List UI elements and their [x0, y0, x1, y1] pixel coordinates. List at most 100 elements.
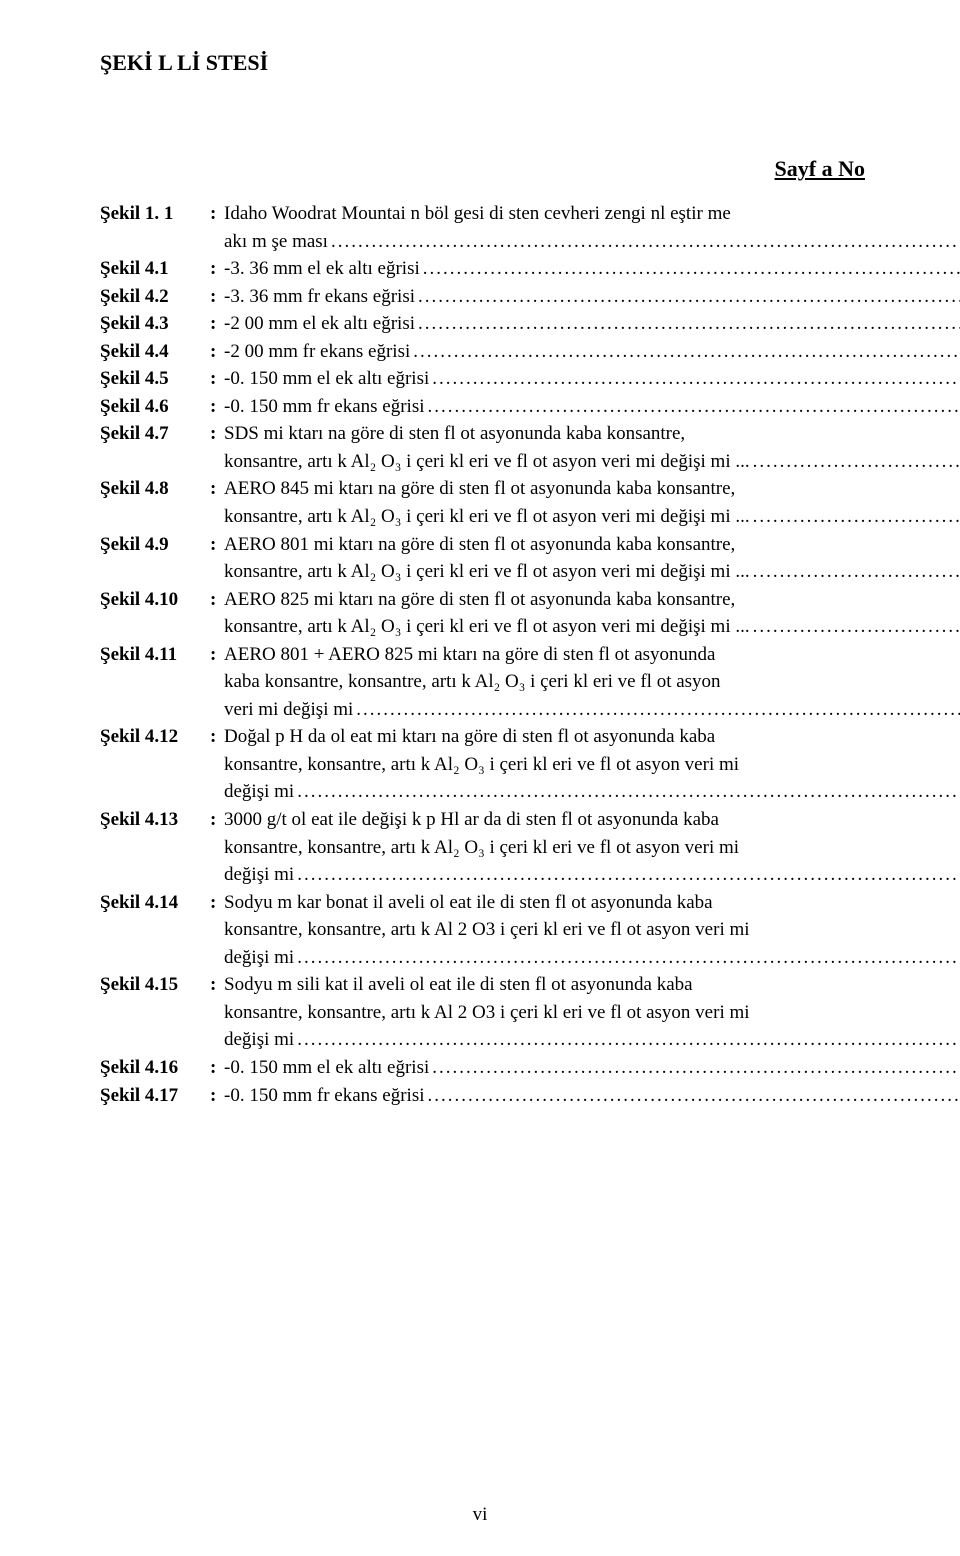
figure-entry: Şekil 4.4:-2 00 mm fr ekans eğrisi23 [100, 338, 870, 366]
figure-description: -0. 150 mm el ek altı eğrisi43 [224, 1054, 960, 1082]
figure-label: Şekil 4.16 [100, 1054, 210, 1082]
figure-entry: Şekil 4.7:SDS mi ktarı na göre di sten f… [100, 420, 870, 475]
dot-leader [353, 696, 960, 724]
figure-description-last: -0. 150 mm el ek altı eğrisi [224, 1054, 429, 1082]
figure-entry: Şekil 4.1:-3. 36 mm el ek altı eğrisi21 [100, 255, 870, 283]
figure-description-line: AERO 845 mi ktarı na göre di sten fl ot … [224, 475, 960, 503]
figure-description: -2 00 mm el ek altı eğrisi23 [224, 310, 960, 338]
dot-leader [429, 1054, 960, 1082]
figure-list: Şekil 1. 1:Idaho Woodrat Mountai n böl g… [100, 200, 870, 1109]
figure-entry: Şekil 4.13:3000 g/t ol eat ile değişi k … [100, 806, 870, 889]
page-number-header: Sayf a No [100, 156, 870, 182]
figure-description: Idaho Woodrat Mountai n böl gesi di sten… [224, 200, 960, 255]
figure-description: AERO 825 mi ktarı na göre di sten fl ot … [224, 586, 960, 641]
dot-leader [750, 558, 960, 586]
figure-entry: Şekil 4.11:AERO 801 + AERO 825 mi ktarı … [100, 641, 870, 724]
figure-description: -3. 36 mm el ek altı eğrisi21 [224, 255, 960, 283]
figure-entry: Şekil 4.8:AERO 845 mi ktarı na göre di s… [100, 475, 870, 530]
dot-leader [750, 448, 960, 476]
figure-description-last: değişi mi [224, 944, 294, 972]
figure-description-last: konsantre, artı k Al₂ O₃ i çeri kl eri v… [224, 503, 750, 531]
figure-description-last: konsantre, artı k Al₂ O₃ i çeri kl eri v… [224, 448, 750, 476]
colon: : [210, 365, 224, 393]
figure-description: -3. 36 mm fr ekans eğrisi22 [224, 283, 960, 311]
dot-leader [294, 944, 960, 972]
dot-leader [750, 613, 960, 641]
figure-description-line: Idaho Woodrat Mountai n böl gesi di sten… [224, 200, 960, 228]
dot-leader [420, 255, 960, 283]
figure-description-line: AERO 801 + AERO 825 mi ktarı na göre di … [224, 641, 960, 669]
figure-description: SDS mi ktarı na göre di sten fl ot asyon… [224, 420, 960, 475]
figure-description: AERO 845 mi ktarı na göre di sten fl ot … [224, 475, 960, 530]
figure-description: 3000 g/t ol eat ile değişi k p Hl ar da … [224, 806, 960, 889]
figure-description-last: -0. 150 mm fr ekans eğrisi [224, 393, 425, 421]
figure-label: Şekil 4.11 [100, 641, 210, 669]
figure-description-last: -2 00 mm el ek altı eğrisi [224, 310, 415, 338]
colon: : [210, 641, 224, 669]
figure-description-last: akı m şe ması [224, 228, 328, 256]
figure-description-line: konsantre, konsantre, artı k Al₂ O₃ i çe… [224, 751, 960, 779]
colon: : [210, 971, 224, 999]
dot-leader [294, 861, 960, 889]
figure-description-line: Sodyu m kar bonat il aveli ol eat ile di… [224, 889, 960, 917]
colon: : [210, 283, 224, 311]
figure-description-line: AERO 825 mi ktarı na göre di sten fl ot … [224, 586, 960, 614]
colon: : [210, 1082, 224, 1110]
dot-leader [415, 310, 960, 338]
figure-label: Şekil 4.4 [100, 338, 210, 366]
figure-label: Şekil 1. 1 [100, 200, 210, 228]
figure-description-last: değişi mi [224, 861, 294, 889]
colon: : [210, 475, 224, 503]
figure-entry: Şekil 4.9:AERO 801 mi ktarı na göre di s… [100, 531, 870, 586]
dot-leader [294, 778, 960, 806]
figure-label: Şekil 4.6 [100, 393, 210, 421]
dot-leader [429, 365, 960, 393]
figure-description-last: değişi mi [224, 1026, 294, 1054]
dot-leader [750, 503, 960, 531]
figure-description-line: 3000 g/t ol eat ile değişi k p Hl ar da … [224, 806, 960, 834]
figure-description: -0. 150 mm fr ekans eğrisi44 [224, 1082, 960, 1110]
figure-description-last: konsantre, artı k Al₂ O₃ i çeri kl eri v… [224, 558, 750, 586]
figure-label: Şekil 4.10 [100, 586, 210, 614]
figure-entry: Şekil 1. 1:Idaho Woodrat Mountai n böl g… [100, 200, 870, 255]
colon: : [210, 338, 224, 366]
colon: : [210, 889, 224, 917]
figure-description: -0. 150 mm fr ekans eğrisi25 [224, 393, 960, 421]
figure-description-last: konsantre, artı k Al₂ O₃ i çeri kl eri v… [224, 613, 750, 641]
figure-label: Şekil 4.1 [100, 255, 210, 283]
figure-label: Şekil 4.17 [100, 1082, 210, 1110]
figure-description: Sodyu m sili kat il aveli ol eat ile di … [224, 971, 960, 1054]
figure-label: Şekil 4.8 [100, 475, 210, 503]
dot-leader [294, 1026, 960, 1054]
colon: : [210, 310, 224, 338]
figure-description: -2 00 mm fr ekans eğrisi23 [224, 338, 960, 366]
figure-label: Şekil 4.2 [100, 283, 210, 311]
figure-description-last: -2 00 mm fr ekans eğrisi [224, 338, 410, 366]
figure-description-last: -0. 150 mm fr ekans eğrisi [224, 1082, 425, 1110]
figure-entry: Şekil 4.16:-0. 150 mm el ek altı eğrisi4… [100, 1054, 870, 1082]
figure-description-last: -3. 36 mm fr ekans eğrisi [224, 283, 415, 311]
figure-description: Doğal p H da ol eat mi ktarı na göre di … [224, 723, 960, 806]
figure-label: Şekil 4.5 [100, 365, 210, 393]
figure-description-line: Sodyu m sili kat il aveli ol eat ile di … [224, 971, 960, 999]
figure-label: Şekil 4.14 [100, 889, 210, 917]
colon: : [210, 255, 224, 283]
figure-description: Sodyu m kar bonat il aveli ol eat ile di… [224, 889, 960, 972]
figure-description-line: kaba konsantre, konsantre, artı k Al₂ O₃… [224, 668, 960, 696]
figure-description-line: AERO 801 mi ktarı na göre di sten fl ot … [224, 531, 960, 559]
figure-entry: Şekil 4.14:Sodyu m kar bonat il aveli ol… [100, 889, 870, 972]
dot-leader [415, 283, 960, 311]
dot-leader [328, 228, 960, 256]
figure-label: Şekil 4.7 [100, 420, 210, 448]
figure-description-last: veri mi değişi mi [224, 696, 353, 724]
figure-description: AERO 801 + AERO 825 mi ktarı na göre di … [224, 641, 960, 724]
colon: : [210, 531, 224, 559]
figure-label: Şekil 4.3 [100, 310, 210, 338]
figure-entry: Şekil 4.12:Doğal p H da ol eat mi ktarı … [100, 723, 870, 806]
figure-description-last: -0. 150 mm el ek altı eğrisi [224, 365, 429, 393]
figure-entry: Şekil 4.17:-0. 150 mm fr ekans eğrisi44 [100, 1082, 870, 1110]
figure-description-line: konsantre, konsantre, artı k Al 2 O3 i ç… [224, 999, 960, 1027]
document-title: ŞEKİ L Lİ STESİ [100, 50, 870, 76]
dot-leader [425, 393, 960, 421]
colon: : [210, 723, 224, 751]
